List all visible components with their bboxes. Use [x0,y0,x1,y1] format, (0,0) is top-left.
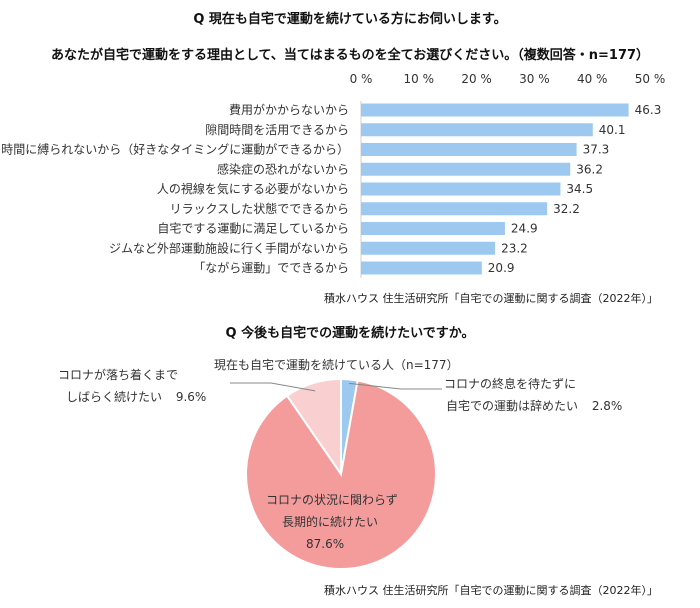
x-tick-label: 0 % [350,72,373,86]
category-label: 人の視線を気にする必要がないから [157,181,349,196]
slice-label-9-6-line1: コロナが落ち着くまで [58,368,179,382]
chart2-subtitle: 現在も自宅で運動を続けている人（n=177） [214,358,459,372]
bar [361,261,482,275]
slice-label-2-8-line2: 自宅での運動は辞めたい [446,399,579,413]
chart2-source: 積水ハウス 住生活研究所「自宅での運動に関する調査（2022年）」 [324,584,658,597]
slice-value-87-6: 87.6% [306,537,345,551]
bar [361,202,548,216]
category-label: ジムなど外部運動施設に行く手間がないから [109,240,349,255]
category-label: 「ながら運動」でできるから [193,260,349,275]
slice-label-9-6-line2: しばらく続けたい [66,390,163,404]
category-label: 感染症の恐れがないから [217,161,349,176]
value-label: 24.9 [511,222,538,236]
value-label: 34.5 [566,182,593,196]
category-label: 隙間時間を活用できるから [205,123,349,137]
value-label: 37.3 [583,143,610,157]
category-label: 費用がかからないから [229,102,349,117]
bar [361,103,629,117]
slice-label-87-6-line2: 長期的に続けたい [282,515,379,529]
bar [361,241,496,255]
x-tick-label: 10 % [404,72,435,86]
pie-slice [285,377,342,478]
value-label: 46.3 [635,103,662,117]
bar [361,162,571,176]
x-tick-label: 50 % [635,72,666,86]
value-label: 40.1 [599,123,626,137]
bar [361,182,561,196]
leader-line [230,382,316,392]
x-tick-label: 20 % [461,72,492,86]
value-label: 36.2 [576,162,603,176]
category-label: 時間に縛られないから（好きなタイミングに運動ができるから） [1,142,349,157]
bar [361,123,593,137]
category-label: リラックスした状態でできるから [170,201,349,216]
slice-label-87-6-line1: コロナの状況に関わらず [266,493,398,507]
pie-chart [230,377,442,570]
slice-value-9-6: 9.6% [175,390,207,404]
x-tick-label: 30 % [519,72,550,86]
x-tick-label: 40 % [577,72,608,86]
leader-line [348,382,442,390]
value-label: 20.9 [488,261,515,275]
value-label: 32.2 [553,202,580,216]
chart1-title-line1: Q 現在も自宅で運動を続けている方にお伺いします。 [193,12,507,27]
chart1-source: 積水ハウス 住生活研究所「自宅での運動に関する調査（2022年）」 [324,292,658,305]
bar-chart: 0 % 10 % 20 % 30 % 40 % 50 % 費用がかからないから 46.3 隙間時… [1,72,666,278]
slice-value-2-8: 2.8% [591,399,623,413]
chart2-title: Q 今後も自宅での運動を続けたいですか。 [225,326,475,341]
category-label: 自宅でする運動に満足しているから [157,221,349,236]
chart1-title-line2: あなたが自宅で運動をする理由として、当てはまるものを全てお選びください。（複数回… [50,48,650,63]
bar [361,143,577,156]
value-label: 23.2 [501,241,528,255]
bar [361,222,505,235]
slice-label-2-8-line1: コロナの終息を待たずに [444,377,577,391]
